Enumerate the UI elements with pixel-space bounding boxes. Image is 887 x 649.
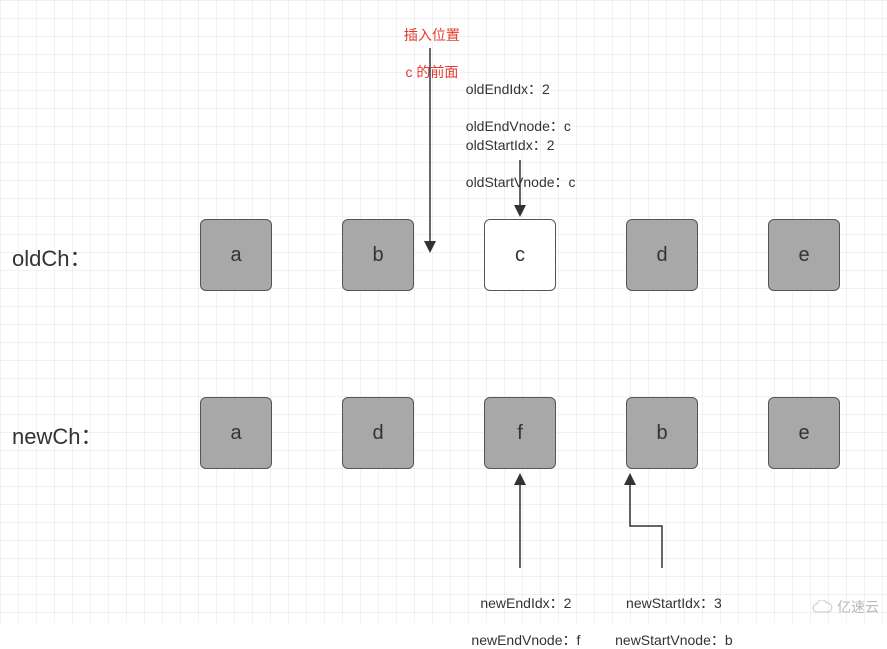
watermark-text: 亿速云 bbox=[837, 597, 879, 617]
new-start-anno: newStartIdx：3 newStartVnode：b bbox=[600, 576, 740, 649]
cloud-icon bbox=[811, 600, 833, 614]
new-box-1: d bbox=[342, 397, 414, 469]
new-start-l2: newStartVnode：b bbox=[615, 632, 733, 648]
watermark: 亿速云 bbox=[811, 597, 879, 617]
grid-background bbox=[0, 0, 887, 623]
newch-label: newCh： bbox=[12, 419, 102, 451]
old-box-1: b bbox=[342, 219, 414, 291]
old-box-2: c bbox=[484, 219, 556, 291]
new-box-0: a bbox=[200, 397, 272, 469]
oldch-label: oldCh： bbox=[12, 241, 91, 273]
insert-title-l1: 插入位置 bbox=[404, 27, 460, 43]
old-start-l1: oldStartIdx：2 bbox=[466, 137, 555, 153]
insert-title: 插入位置 c 的前面 bbox=[388, 8, 468, 81]
new-start-l1: newStartIdx：3 bbox=[626, 595, 722, 611]
new-box-4: e bbox=[768, 397, 840, 469]
new-end-l1: newEndIdx：2 bbox=[480, 595, 571, 611]
old-end-l1: oldEndIdx：2 bbox=[466, 81, 550, 97]
new-end-l2: newEndVnode：f bbox=[471, 632, 580, 648]
old-box-4: e bbox=[768, 219, 840, 291]
old-start-l2: oldStartVnode：c bbox=[466, 174, 576, 190]
new-box-3: b bbox=[626, 397, 698, 469]
insert-title-l2: c 的前面 bbox=[405, 64, 458, 80]
new-box-2: f bbox=[484, 397, 556, 469]
old-box-3: d bbox=[626, 219, 698, 291]
old-box-0: a bbox=[200, 219, 272, 291]
old-start-anno: oldStartIdx：2 oldStartVnode：c bbox=[458, 118, 576, 191]
new-end-anno: newEndIdx：2 newEndVnode：f bbox=[452, 576, 592, 649]
